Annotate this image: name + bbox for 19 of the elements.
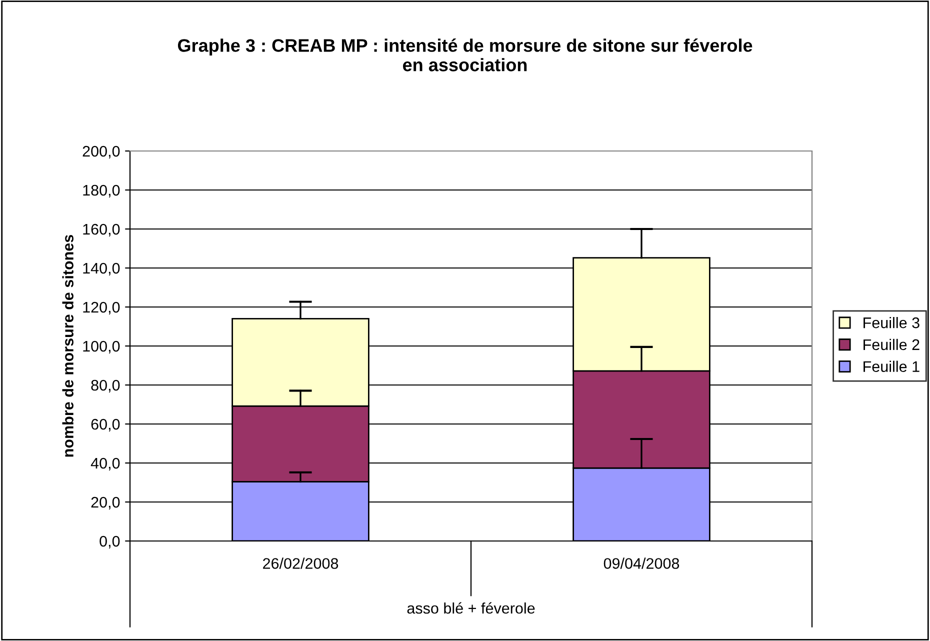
y-tick-label: 0,0 (100, 536, 120, 548)
y-tick-label: 60,0 (91, 418, 120, 432)
legend-label: Feuille 3 (864, 317, 920, 328)
y-tick-label: 120,0 (83, 302, 120, 314)
x-axis-title: asso blé + féverole (407, 602, 535, 614)
legend-label: Feuille 2 (864, 338, 920, 350)
y-tick-label: 180,0 (83, 184, 120, 198)
y-tick-label: 100,0 (83, 340, 120, 354)
legend-label: Feuille 1 (864, 360, 920, 372)
y-tick-label: 160,0 (83, 224, 120, 236)
y-axis-title: nombre de morsure de sitones (62, 234, 74, 457)
y-tick-label: 20,0 (91, 496, 120, 510)
x-tick-label: 26/02/2008 (263, 558, 338, 569)
x-tick-label: 09/04/2008 (604, 558, 680, 569)
y-tick-label: 80,0 (91, 380, 120, 392)
y-tick-label: 40,0 (90, 458, 120, 470)
y-tick-label: 140,0 (83, 262, 120, 276)
y-tick-label: 200,0 (82, 146, 120, 158)
chart-title: Graphe 3 : CREAB MP : intensité de morsure de sitone sur féverole en association (178, 38, 752, 72)
